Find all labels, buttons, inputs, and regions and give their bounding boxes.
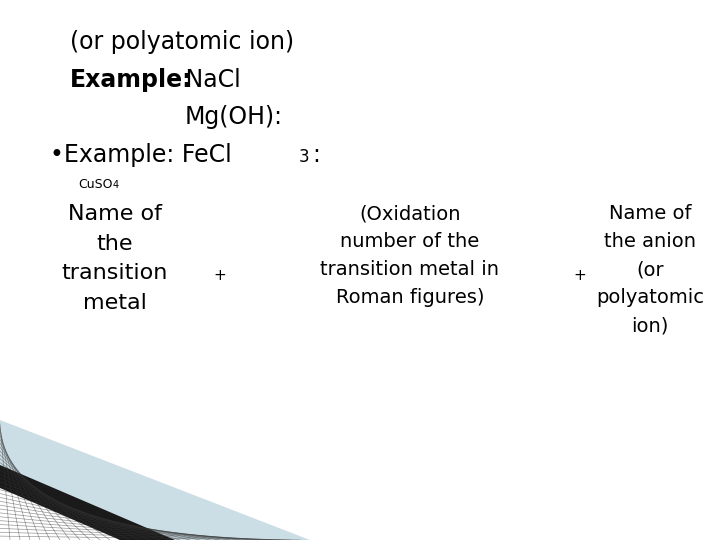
Text: Example:: Example: <box>70 68 192 92</box>
Text: Mg(OH):: Mg(OH): <box>185 105 283 129</box>
Text: Name of
the
transition
metal: Name of the transition metal <box>62 204 168 313</box>
Text: +: + <box>214 267 226 282</box>
Text: Name of
the anion
(or
polyatomic
ion): Name of the anion (or polyatomic ion) <box>596 204 704 335</box>
Text: 4: 4 <box>113 180 119 190</box>
Text: •Example: FeCl: •Example: FeCl <box>50 143 232 167</box>
Polygon shape <box>0 465 175 540</box>
Text: :: : <box>312 143 320 167</box>
Text: (Oxidation
number of the
transition metal in
Roman figures): (Oxidation number of the transition meta… <box>320 204 500 307</box>
Polygon shape <box>0 420 310 540</box>
Text: 3: 3 <box>299 148 310 166</box>
Text: NaCl: NaCl <box>178 68 240 92</box>
Polygon shape <box>0 488 120 540</box>
Text: +: + <box>574 267 586 282</box>
Text: CuSO: CuSO <box>78 178 112 191</box>
Text: (or polyatomic ion): (or polyatomic ion) <box>70 30 294 54</box>
